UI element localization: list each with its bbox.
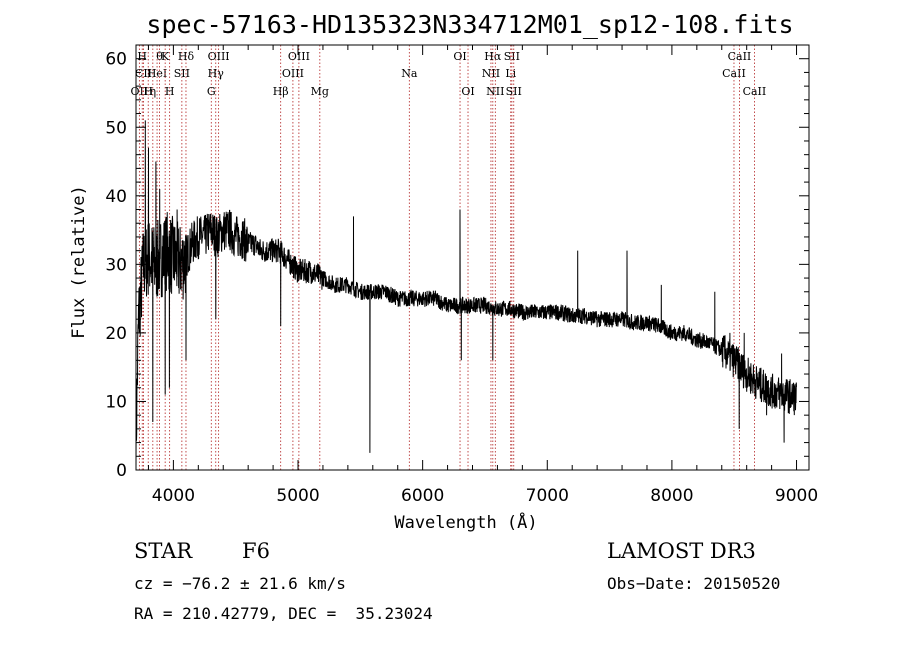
line-label: OIII	[282, 67, 304, 80]
line-label: θ	[156, 50, 163, 63]
plot-frame	[135, 44, 810, 471]
line-label: CaII	[722, 67, 746, 80]
y-tick-label: 30	[105, 255, 127, 275]
observation-date: Obs−Date: 20150520	[607, 574, 781, 593]
line-label: η	[150, 85, 157, 98]
line-label: HeI	[147, 67, 167, 80]
x-axis-label: Wavelength (Å)	[394, 511, 537, 533]
spectrum-line	[135, 120, 797, 468]
x-tick-label: 7000	[526, 486, 569, 506]
spectral-subclass: F6	[242, 539, 270, 563]
line-label: SII	[506, 85, 522, 98]
spectrum-chart: spec-57163-HD135323N334712M01_sp12-108.f…	[69, 10, 818, 533]
spectral-line-markers: OIIHCIIHηHeIθKHSIIHδGHγOIIIHβOIIIOIIIMgN…	[131, 45, 767, 470]
coordinates: RA = 210.42779, DEC = 35.23024	[134, 604, 433, 623]
chart-title: spec-57163-HD135323N334712M01_sp12-108.f…	[146, 10, 793, 39]
line-label: OI	[461, 85, 474, 98]
spectrum-trace	[135, 120, 797, 468]
line-label: CaII	[743, 85, 767, 98]
line-label: K	[161, 50, 170, 63]
redshift-velocity: cz = −76.2 ± 21.6 km/s	[134, 574, 346, 593]
line-label: SII	[174, 67, 190, 80]
y-tick-label: 60	[105, 50, 127, 70]
line-label: Hγ	[208, 67, 225, 80]
line-label: Na	[401, 67, 418, 80]
object-type: STAR	[134, 539, 193, 563]
x-tick-label: 4000	[152, 486, 195, 506]
line-label: Li	[505, 67, 516, 80]
y-tick-label: 0	[116, 461, 127, 481]
survey-name: LAMOST DR3	[607, 539, 756, 563]
x-tick-label: 6000	[401, 486, 444, 506]
y-tick-label: 20	[105, 324, 127, 344]
y-tick-label: 40	[105, 187, 127, 207]
line-label: H	[143, 85, 153, 98]
line-label: G	[207, 85, 216, 98]
x-tick-label: 8000	[650, 486, 693, 506]
line-label: H	[165, 85, 175, 98]
line-label: NII	[486, 85, 504, 98]
line-label: OIII	[288, 50, 310, 63]
y-tick-label: 10	[105, 392, 127, 412]
line-label: OI	[453, 50, 466, 63]
line-label: Hβ	[273, 85, 289, 98]
line-label: SII	[504, 50, 520, 63]
line-label: CaII	[728, 50, 752, 63]
line-label: CII	[135, 67, 152, 80]
x-tick-label: 9000	[775, 486, 818, 506]
line-label: Mg	[311, 85, 329, 98]
x-axis: 4000 5000 6000 7000 8000 9000	[147, 45, 818, 506]
y-axis: 0 10 20 30 40 50 60	[105, 50, 809, 481]
x-tick-label: 5000	[276, 486, 319, 506]
line-label: Hδ	[178, 50, 195, 63]
y-axis-label: Flux (relative)	[69, 185, 89, 339]
y-tick-label: 50	[105, 118, 127, 138]
line-label: Hα	[484, 50, 502, 63]
line-label: OIII	[208, 50, 230, 63]
line-label: NII	[482, 67, 500, 80]
line-label: H	[137, 50, 147, 63]
